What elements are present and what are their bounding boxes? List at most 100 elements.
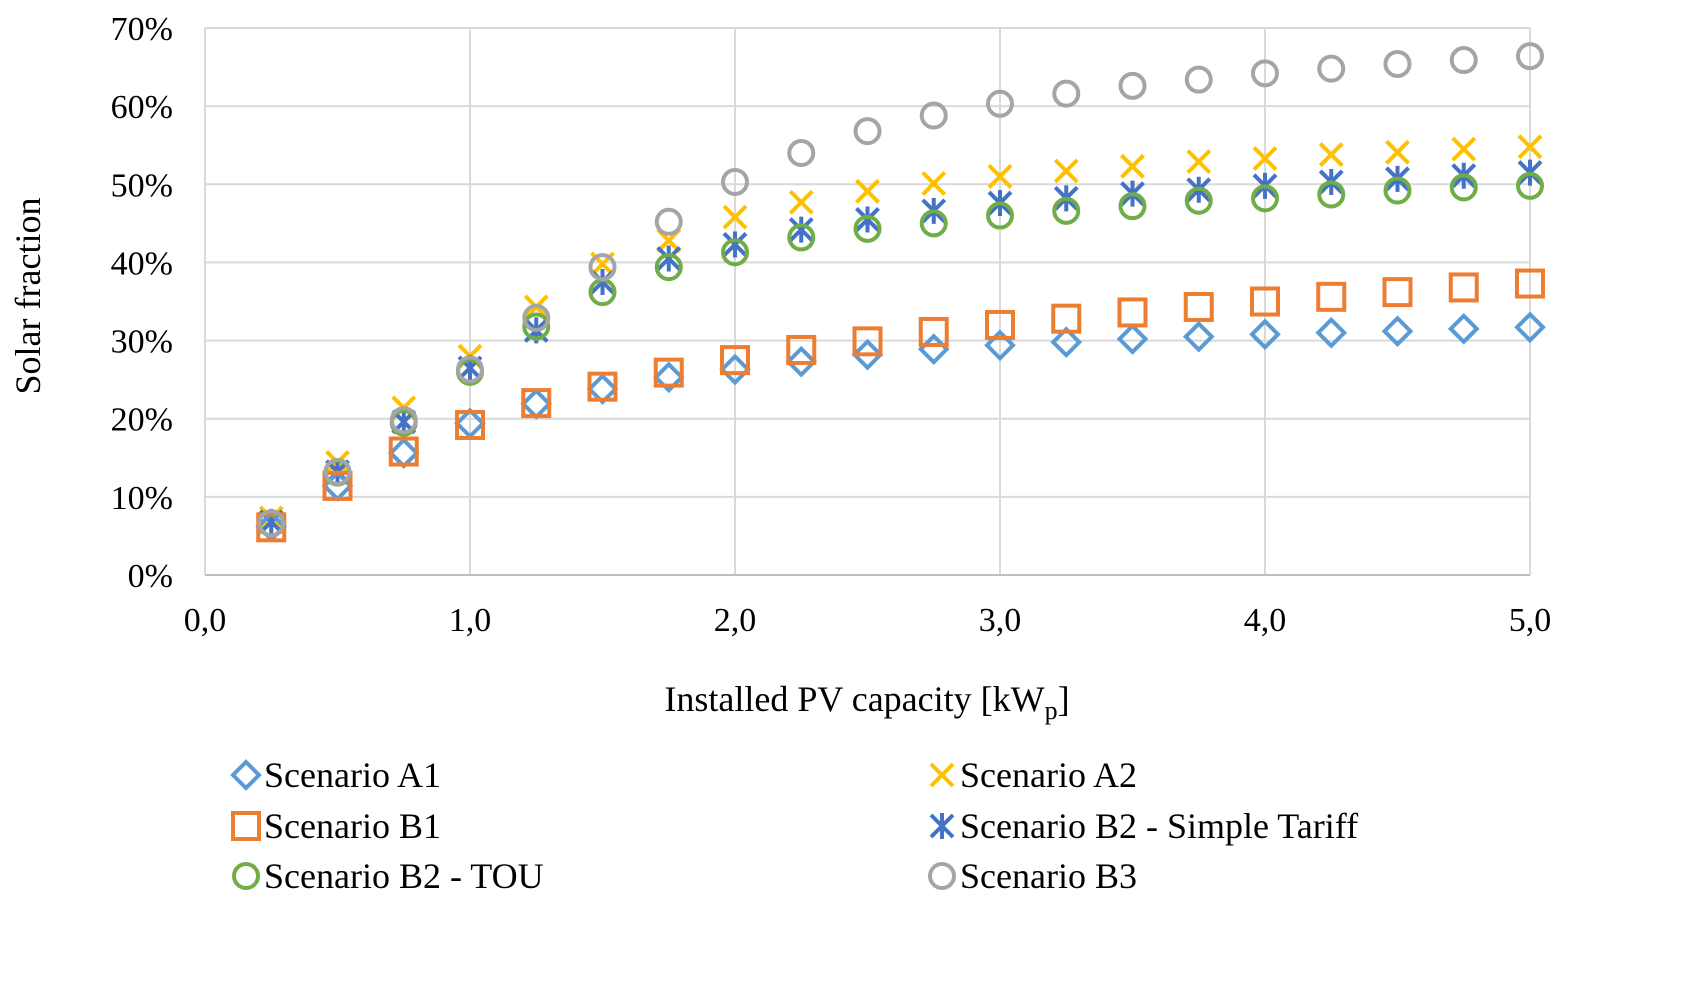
legend-item: Scenario B3: [928, 856, 1137, 896]
data-point: [1050, 326, 1083, 358]
series-scenario-b3: [257, 42, 1544, 538]
data-point: [919, 209, 948, 238]
data-point: [1249, 318, 1281, 351]
data-point: [788, 216, 814, 243]
legend-marker: [230, 759, 262, 791]
series-scenario-a1: [255, 311, 1546, 543]
data-point: [984, 329, 1016, 362]
data-point: [652, 361, 685, 394]
x-tick-label: 5,0: [1509, 602, 1552, 639]
data-point: [851, 338, 884, 371]
data-point: [1184, 186, 1213, 215]
data-point: [1251, 184, 1279, 213]
data-point: [323, 457, 352, 486]
data-point: [1120, 153, 1145, 179]
data-point: [1316, 281, 1347, 312]
data-point: [1383, 176, 1412, 205]
data-point: [1182, 320, 1215, 353]
x-tick-label: 3,0: [979, 602, 1022, 639]
legend-item: Scenario B1: [231, 806, 441, 846]
data-point: [1517, 134, 1543, 160]
x-tick-label: 0,0: [184, 602, 227, 639]
x-tick-label: 1,0: [449, 602, 492, 639]
data-point: [1186, 149, 1212, 175]
y-tick-label: 60%: [111, 89, 173, 126]
data-point: [1250, 286, 1280, 317]
data-point: [921, 171, 947, 196]
series-scenario-b2-simple-tariff: [258, 159, 1543, 535]
data-point: [520, 388, 553, 420]
data-point: [388, 436, 419, 467]
data-point: [1385, 139, 1410, 165]
data-point: [785, 345, 818, 378]
data-point: [1116, 323, 1149, 355]
legend-marker: [231, 811, 261, 841]
data-point: [1516, 42, 1544, 71]
legend-item: Scenario A2: [929, 755, 1137, 795]
x-axis-title: Installed PV capacity [kWp]: [664, 679, 1069, 725]
data-point: [455, 409, 485, 440]
data-point: [1317, 180, 1346, 209]
data-point: [1184, 65, 1213, 94]
legend-item: Scenario B2 - TOU: [232, 856, 544, 896]
gridlines: [204, 27, 1531, 576]
data-point: [786, 334, 817, 365]
data-point: [1448, 272, 1479, 303]
series-scenario-b1: [256, 268, 1545, 543]
data-point: [855, 206, 880, 233]
data-point: [720, 345, 750, 376]
data-point: [322, 470, 353, 501]
data-point: [654, 207, 683, 236]
data-point: [1118, 71, 1147, 100]
data-point: [522, 303, 551, 332]
data-point: [1315, 316, 1348, 349]
data-point: [1317, 54, 1346, 83]
data-marks: [255, 42, 1546, 543]
data-point: [1381, 315, 1414, 348]
data-point: [522, 312, 551, 341]
data-point: [722, 204, 748, 230]
tick-labels: 0% 10% 20% 30% 40% 50% 60% 70% 0,0 1,0 2,0 3,0 4,0 5,…: [111, 11, 1552, 639]
data-point: [1451, 136, 1477, 162]
y-tick-label: 40%: [111, 245, 173, 282]
y-tick-label: 0%: [128, 558, 173, 595]
data-point: [986, 201, 1014, 230]
legend-marker: [929, 813, 955, 839]
data-point: [1251, 59, 1279, 88]
x-axis-title-main: Installed PV capacity [kW: [664, 679, 1044, 719]
data-point: [257, 509, 286, 538]
legend: Scenario A1 Scenario A2 Scenario B1 Scenari…: [230, 755, 1358, 896]
y-tick-label: 20%: [111, 402, 173, 439]
data-point: [656, 245, 682, 272]
data-point: [1449, 46, 1478, 75]
data-point: [721, 167, 749, 196]
data-point: [1447, 313, 1480, 345]
legend-label: Scenario A2: [960, 755, 1137, 795]
data-point: [586, 373, 619, 405]
data-point: [788, 189, 814, 215]
data-point: [654, 253, 683, 282]
data-point: [1318, 142, 1344, 168]
legend-item: Scenario B2 - Simple Tariff: [929, 806, 1358, 846]
series-scenario-a2: [258, 134, 1543, 531]
x-axis-title-subscript: p: [1045, 696, 1058, 725]
data-point: [587, 371, 618, 402]
x-axis-title-end: ]: [1058, 679, 1070, 719]
series-scenario-b2-tou: [257, 171, 1544, 538]
data-point: [1515, 268, 1545, 299]
data-point: [853, 214, 882, 243]
data-point: [1449, 173, 1478, 202]
data-point: [722, 231, 748, 258]
data-point: [653, 357, 684, 388]
data-point: [1383, 49, 1412, 78]
legend-label: Scenario B2 - TOU: [264, 856, 544, 896]
legend-label: Scenario B3: [960, 856, 1137, 896]
y-tick-label: 70%: [111, 11, 173, 48]
data-point: [918, 316, 949, 347]
data-point: [1118, 192, 1147, 221]
data-point: [852, 326, 883, 357]
data-point: [1053, 158, 1079, 184]
data-point: [787, 223, 816, 252]
